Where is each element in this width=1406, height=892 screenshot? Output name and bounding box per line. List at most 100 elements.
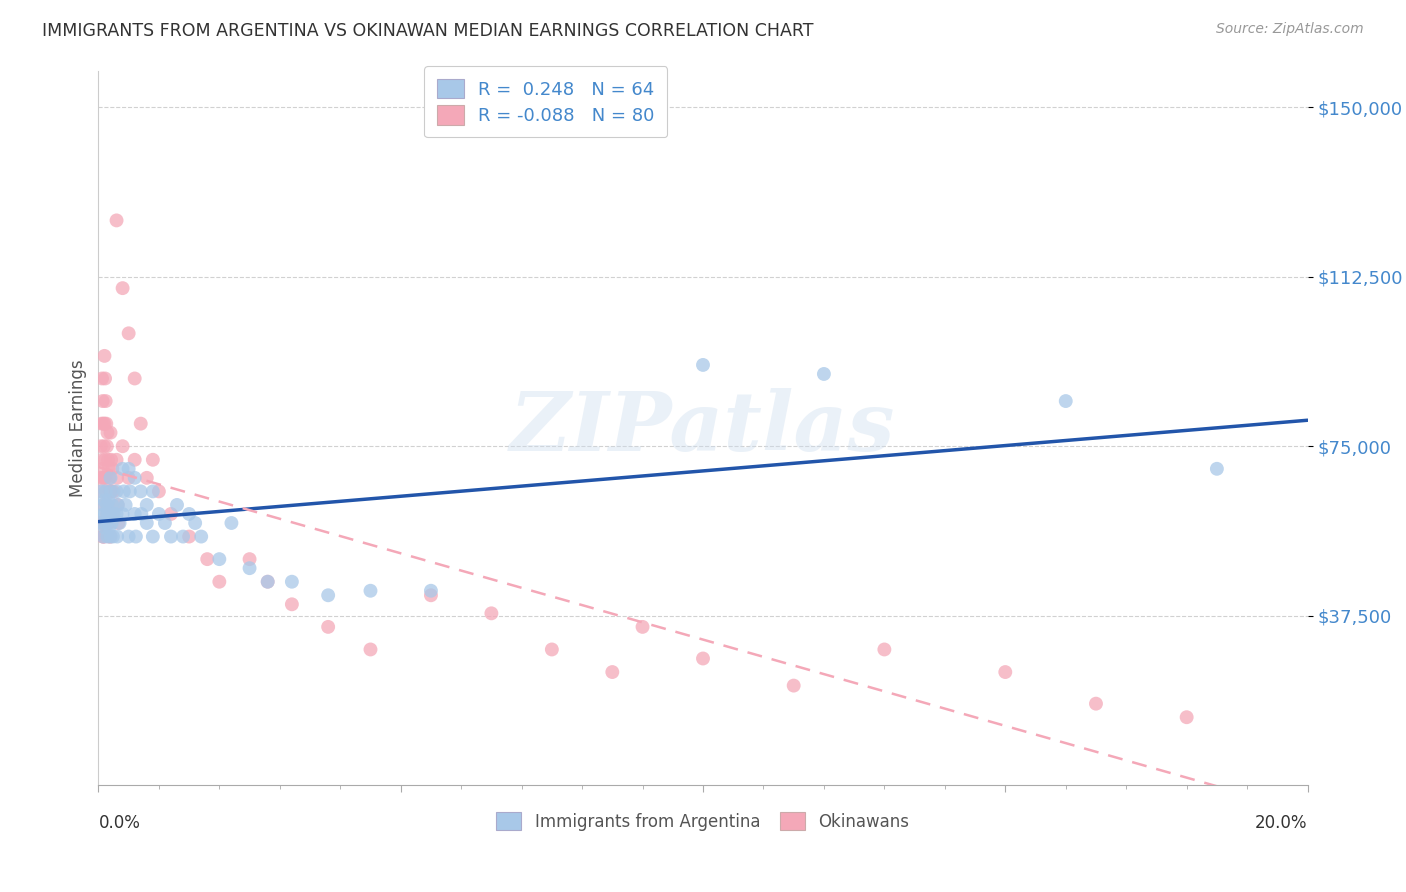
Point (91, 462, 114, 476)
Point (96, 484, 118, 499)
Point (124, 471, 146, 485)
Text: 20.0%: 20.0% (1256, 814, 1308, 831)
Point (105, 452, 128, 467)
Point (103, 484, 125, 499)
Point (692, 651, 714, 665)
Y-axis label: Median Earnings: Median Earnings (69, 359, 87, 497)
Point (239, 561, 262, 575)
Point (114, 498, 136, 512)
Point (101, 507, 124, 521)
Point (94, 507, 117, 521)
Point (91, 417, 114, 431)
Point (135, 498, 157, 512)
Point (112, 484, 135, 499)
Point (93, 507, 115, 521)
Point (91, 530, 114, 544)
Point (179, 507, 201, 521)
Point (190, 530, 212, 544)
Point (148, 507, 170, 521)
Point (93, 439, 115, 453)
Point (96, 417, 118, 431)
Legend: Immigrants from Argentina, Okinawans: Immigrants from Argentina, Okinawans (486, 802, 920, 841)
Point (91, 530, 114, 544)
Point (97, 452, 120, 467)
Point (98, 507, 121, 521)
Point (97, 516, 120, 530)
Text: 0.0%: 0.0% (98, 814, 141, 831)
Point (96, 507, 118, 521)
Point (100, 452, 122, 467)
Point (94, 471, 117, 485)
Point (172, 530, 194, 544)
Point (94, 452, 117, 467)
Point (142, 484, 165, 499)
Point (239, 552, 262, 566)
Point (184, 516, 207, 530)
Point (90, 417, 112, 431)
Point (91, 471, 114, 485)
Point (101, 462, 124, 476)
Point (1085, 697, 1108, 711)
Point (100, 471, 122, 485)
Point (195, 552, 218, 566)
Point (91, 498, 114, 512)
Point (124, 507, 146, 521)
Point (97, 462, 120, 476)
Point (129, 484, 152, 499)
Point (97, 516, 120, 530)
Point (91, 516, 114, 530)
Point (166, 498, 188, 512)
Point (100, 484, 122, 499)
Point (602, 665, 624, 679)
Point (148, 484, 170, 499)
Point (118, 484, 141, 499)
Point (93, 498, 115, 512)
Text: ZIPatlas: ZIPatlas (510, 388, 896, 468)
Point (100, 516, 122, 530)
Point (91, 452, 114, 467)
Point (873, 642, 896, 657)
Point (179, 530, 201, 544)
Point (124, 371, 146, 385)
Point (101, 530, 124, 544)
Point (256, 574, 278, 589)
Point (91, 516, 114, 530)
Point (783, 679, 806, 693)
Point (105, 507, 128, 521)
Point (108, 516, 131, 530)
Point (124, 452, 146, 467)
Point (160, 530, 183, 544)
Point (1175, 710, 1198, 724)
Point (1054, 394, 1077, 409)
Point (107, 498, 129, 512)
Point (100, 484, 122, 499)
Point (208, 552, 231, 566)
Point (125, 530, 148, 544)
Point (90, 439, 112, 453)
Point (540, 642, 562, 657)
Point (96, 439, 118, 453)
Point (142, 530, 165, 544)
Point (994, 665, 1017, 679)
Point (93, 520, 115, 534)
Point (94, 484, 117, 499)
Point (90, 516, 112, 530)
Point (316, 620, 339, 634)
Point (93, 530, 115, 544)
Point (135, 471, 157, 485)
Point (118, 530, 141, 544)
Text: Source: ZipAtlas.com: Source: ZipAtlas.com (1216, 22, 1364, 37)
Point (98, 520, 121, 534)
Point (118, 326, 141, 341)
Point (100, 530, 122, 544)
Point (96, 498, 118, 512)
Point (631, 620, 654, 634)
Point (118, 471, 141, 485)
Point (111, 439, 134, 453)
Point (90, 484, 112, 499)
Point (1206, 462, 1229, 476)
Point (101, 498, 124, 512)
Point (360, 642, 382, 657)
Point (89, 471, 111, 485)
Point (97, 493, 120, 508)
